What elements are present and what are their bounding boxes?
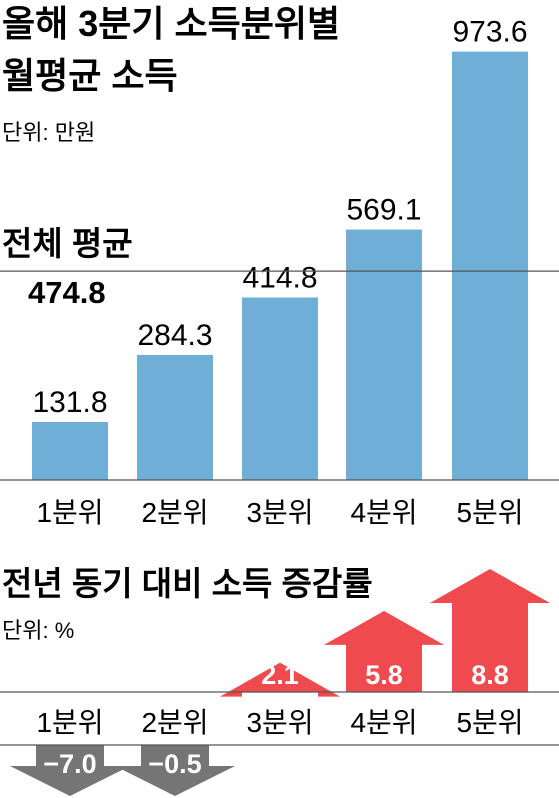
income-bar-2 <box>137 354 213 480</box>
change-value-label-2: −0.5 <box>148 749 201 779</box>
change-arrow-1 <box>10 745 130 796</box>
income-value-label-2: 284.3 <box>137 319 212 352</box>
change-value-label-4: 5.8 <box>365 660 403 690</box>
income-value-label-5: 973.6 <box>452 16 527 49</box>
change-arrow-3 <box>220 662 340 697</box>
bottom-chart-title: 전년 동기 대비 소득 증감률 <box>2 565 373 602</box>
income-value-label-1: 131.8 <box>32 386 107 419</box>
top-chart-unit: 단위: 만원 <box>2 120 95 145</box>
change-arrow-5 <box>430 569 550 692</box>
top-category-label-1: 1분위 <box>36 497 103 528</box>
change-arrow-2 <box>115 745 235 796</box>
bottom-chart-arrows: −7.0 −0.5 2.1 5.8 8.8 <box>10 569 550 796</box>
top-chart-title-line-2: 월평균 소득 <box>2 55 178 96</box>
change-value-label-3: 2.1 <box>261 660 299 690</box>
top-category-label-2: 2분위 <box>141 497 208 528</box>
change-value-label-1: −7.0 <box>43 749 96 779</box>
top-chart-bars: 131.8 284.3 414.8 569.1 973.6 <box>32 16 528 481</box>
income-bar-3 <box>242 297 318 480</box>
bottom-category-label-1: 1분위 <box>36 707 103 738</box>
top-chart-title-line-1: 올해 3분기 소득분위별 <box>2 3 340 44</box>
top-chart-category-labels: 1분위 2분위 3분위 4분위 5분위 <box>36 497 523 528</box>
bottom-category-label-5: 5분위 <box>456 707 523 738</box>
top-category-label-4: 4분위 <box>350 497 417 528</box>
income-bar-4 <box>346 229 422 480</box>
top-category-label-5: 5분위 <box>456 497 523 528</box>
top-category-label-3: 3분위 <box>246 497 313 528</box>
income-bar-5 <box>452 51 528 481</box>
change-arrow-4 <box>324 610 444 692</box>
income-value-label-4: 569.1 <box>346 194 421 227</box>
bottom-chart-category-labels: 1분위 2분위 3분위 4분위 5분위 <box>36 707 523 738</box>
income-bar-1 <box>32 422 108 480</box>
change-value-label-5: 8.8 <box>471 660 509 690</box>
income-value-label-3: 414.8 <box>242 261 317 294</box>
bottom-chart-unit: 단위: % <box>2 618 74 643</box>
bottom-category-label-2: 2분위 <box>141 707 208 738</box>
bottom-category-label-4: 4분위 <box>350 707 417 738</box>
bottom-category-label-3: 3분위 <box>246 707 313 738</box>
average-label: 전체 평균 <box>2 225 133 262</box>
average-value-label: 474.8 <box>28 275 106 310</box>
